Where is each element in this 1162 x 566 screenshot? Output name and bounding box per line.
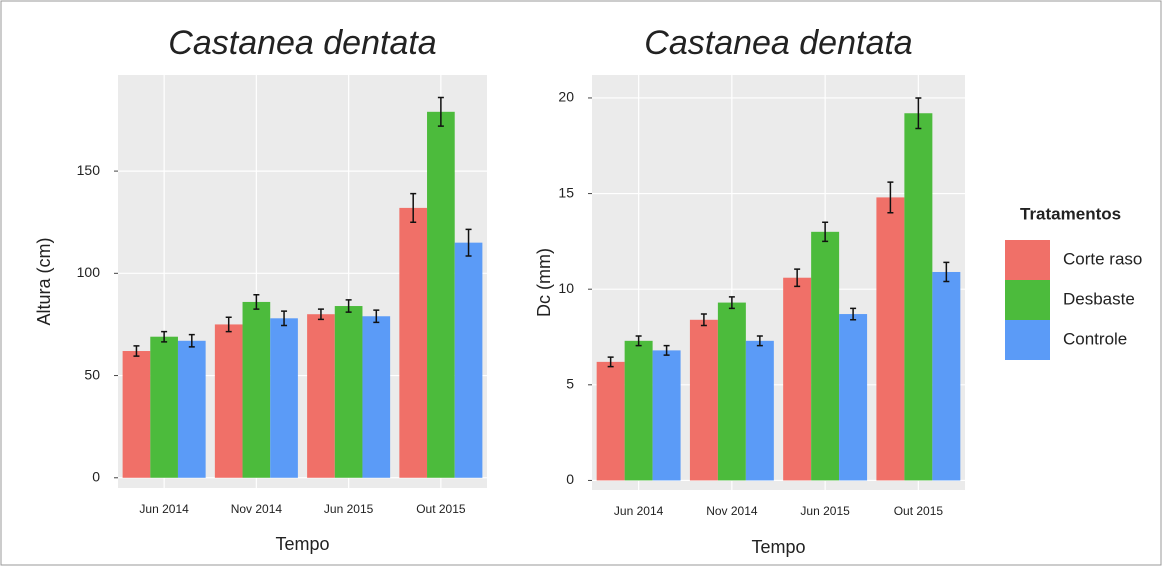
error-bar (317, 308, 324, 321)
bar (717, 302, 746, 481)
error-bar (437, 96, 444, 127)
error-bar (943, 261, 950, 283)
bar (242, 301, 271, 478)
bar (876, 197, 905, 481)
bar (745, 340, 774, 481)
error-bar (887, 181, 894, 214)
x-tick-label: Jun 2014 (614, 504, 664, 518)
bar (334, 306, 363, 478)
bar (932, 271, 961, 481)
error-bar (794, 268, 801, 288)
bar (150, 336, 178, 478)
legend-key (1005, 280, 1050, 320)
error-bar (756, 335, 763, 347)
y-tick-label: 50 (84, 366, 100, 382)
error-bar (225, 316, 232, 333)
y-tick-label: 100 (77, 264, 101, 280)
legend-key (1005, 240, 1050, 280)
bar (904, 113, 933, 481)
bar (362, 316, 391, 478)
y-tick-label: 15 (558, 184, 574, 200)
bar (454, 242, 483, 478)
y-tick-label: 5 (566, 376, 574, 392)
x-axis-label: Tempo (275, 534, 329, 554)
legend-label: Corte raso (1063, 249, 1142, 268)
error-bar (188, 333, 195, 348)
y-tick-label: 20 (558, 89, 574, 105)
error-bar (345, 299, 352, 313)
y-tick-label: 0 (92, 468, 100, 484)
x-tick-label: Jun 2014 (139, 502, 189, 516)
x-tick-label: Jun 2015 (800, 504, 850, 518)
bar (307, 314, 335, 478)
legend-label: Controle (1063, 329, 1127, 348)
bar (783, 277, 812, 481)
error-bar (161, 330, 168, 343)
x-tick-label: Jun 2015 (324, 502, 374, 516)
x-tick-label: Out 2015 (416, 502, 466, 516)
error-bar (850, 307, 857, 321)
legend-title: Tratamentos (1020, 204, 1121, 223)
error-bar (607, 356, 614, 368)
chart-title: Castanea dentata (644, 24, 912, 62)
bar (122, 351, 151, 478)
error-bar (635, 335, 642, 347)
error-bar (410, 192, 417, 223)
bar (596, 361, 625, 481)
bar (427, 111, 455, 478)
error-bar (465, 228, 472, 257)
bar (177, 340, 206, 478)
x-tick-label: Out 2015 (894, 504, 944, 518)
y-tick-label: 10 (558, 280, 574, 296)
y-axis-label: Altura (cm) (34, 237, 54, 325)
bar (399, 207, 428, 478)
error-bar (253, 294, 260, 310)
bar (811, 231, 840, 481)
y-tick-label: 0 (566, 471, 574, 487)
x-tick-label: Nov 2014 (706, 504, 758, 518)
error-bar (133, 345, 140, 357)
error-bar (728, 296, 735, 310)
x-tick-label: Nov 2014 (231, 502, 283, 516)
error-bar (373, 309, 380, 324)
bar (624, 340, 653, 481)
error-bar (281, 310, 288, 327)
error-bar (822, 221, 829, 243)
bar (689, 319, 718, 481)
legend-label: Desbaste (1063, 289, 1135, 308)
legend-key (1005, 320, 1050, 360)
bar (270, 318, 298, 478)
y-axis-label: Dc (mm) (534, 248, 554, 317)
y-tick-label: 150 (77, 162, 101, 178)
x-axis-label: Tempo (751, 537, 805, 557)
bar (652, 350, 681, 481)
error-bar (915, 97, 922, 130)
bar (214, 324, 243, 478)
error-bar (700, 313, 707, 327)
chart-title: Castanea dentata (168, 24, 436, 62)
bar (839, 314, 868, 481)
error-bar (663, 344, 670, 356)
